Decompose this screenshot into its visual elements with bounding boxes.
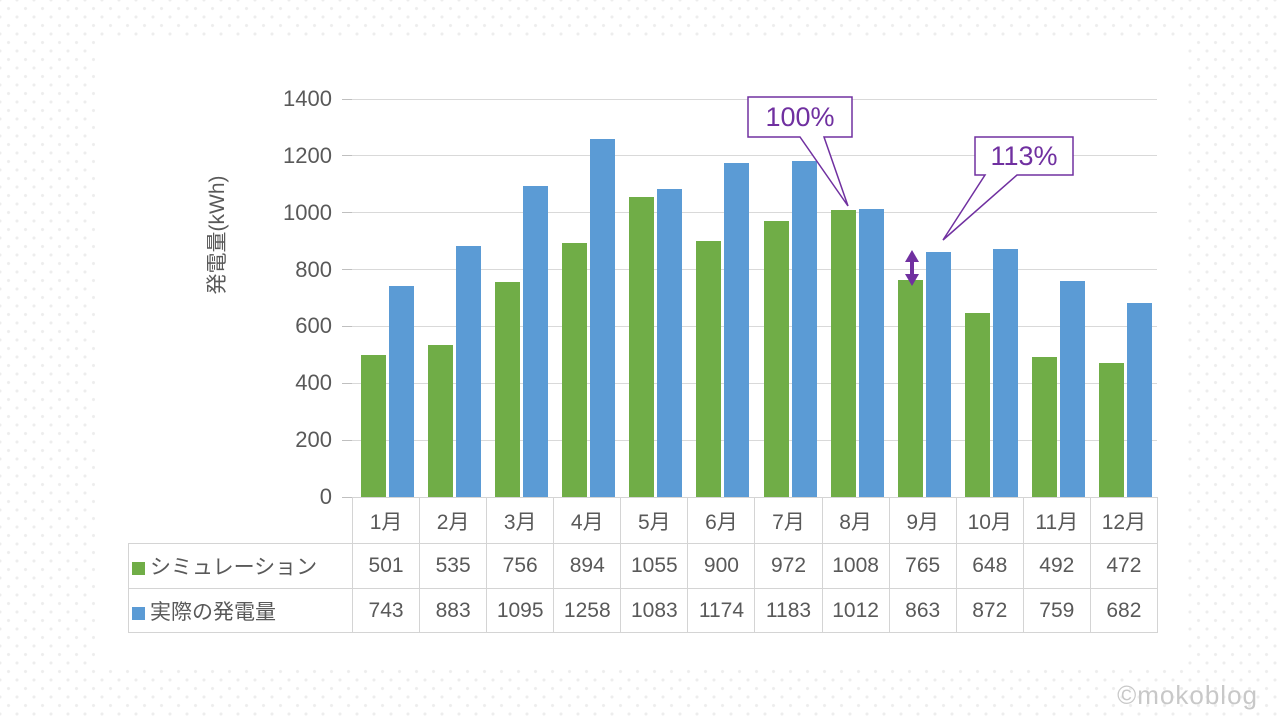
- bar-actual: [590, 139, 616, 497]
- bar-actual: [523, 185, 549, 497]
- bar-actual: [925, 251, 951, 497]
- table-cell: 743: [351, 588, 421, 633]
- table-cell: 894: [553, 543, 622, 589]
- table-cell: 1258: [553, 588, 622, 633]
- bar-simulation: [897, 279, 923, 497]
- month-header: 5月: [620, 497, 689, 544]
- table-cell: 1008: [821, 543, 890, 589]
- bar-actual: [858, 209, 884, 497]
- month-header: 10月: [955, 497, 1024, 544]
- bar-simulation: [629, 197, 655, 497]
- table-cell: 535: [419, 543, 488, 589]
- bar-actual: [456, 245, 482, 497]
- month-header: 8月: [821, 497, 890, 544]
- month-header: 3月: [486, 497, 555, 544]
- gridline: [352, 439, 1157, 441]
- bar-simulation: [495, 282, 521, 497]
- y-tick-label: 400: [295, 370, 332, 396]
- bar-actual: [389, 285, 414, 497]
- bar-actual: [992, 249, 1018, 497]
- month-header: 9月: [888, 497, 957, 544]
- table-cell: 1095: [486, 588, 555, 633]
- y-axis-tick: [342, 155, 352, 157]
- bar-simulation: [696, 241, 722, 497]
- table-cell: 1083: [620, 588, 689, 633]
- table-cell: 1174: [687, 588, 756, 633]
- table-cell: 972: [754, 543, 823, 589]
- table-cell: 872: [955, 588, 1024, 633]
- data-table: 1月 2月 3月 4月 5月 6月 7月 8月 9月 10月 11月 12月シミュレーション 501 53…: [128, 497, 1158, 633]
- y-tick-label: 800: [295, 256, 332, 282]
- y-axis-tick: [342, 439, 352, 441]
- legend-label: シミュレーション: [150, 556, 318, 579]
- legend-actual: 実際の発電量: [128, 588, 353, 633]
- gridline: [352, 155, 1157, 157]
- table-cell: 900: [687, 543, 756, 589]
- watermark: ©mokoblog: [1117, 680, 1258, 710]
- legend-label: 実際の発電量: [150, 600, 276, 624]
- bar-simulation: [763, 220, 789, 497]
- bar-simulation: [1098, 362, 1124, 497]
- table-cell: 1183: [754, 588, 823, 633]
- bar-simulation: [562, 242, 588, 497]
- bar-actual: [1126, 303, 1152, 497]
- month-header: 2月: [419, 497, 488, 544]
- bar-actual: [1059, 281, 1085, 497]
- y-axis-tick: [342, 325, 352, 327]
- y-tick-label: 0: [319, 484, 332, 509]
- y-tick-label: 1200: [283, 142, 332, 168]
- y-axis-tick: [342, 98, 352, 100]
- month-header: 11月: [1022, 497, 1091, 544]
- gridline: [352, 98, 1157, 100]
- table-cell: 682: [1089, 588, 1158, 633]
- legend-swatch-icon: [132, 606, 145, 620]
- bar-simulation: [361, 354, 386, 497]
- y-tick-label: 200: [295, 427, 332, 453]
- gridline: [352, 382, 1157, 384]
- table-cell: 472: [1089, 543, 1158, 589]
- gridline: [352, 212, 1157, 214]
- legend-swatch-icon: [132, 562, 145, 575]
- table-cell: 863: [888, 588, 957, 633]
- bar-simulation: [1031, 357, 1057, 497]
- table-cell: 648: [955, 543, 1024, 589]
- y-axis-title: 発電量(kWh): [206, 175, 229, 295]
- bar-actual: [791, 160, 817, 497]
- y-axis-tick: [342, 212, 352, 214]
- month-header: 12月: [1089, 497, 1158, 544]
- y-axis-tick: [342, 496, 352, 498]
- y-tick-label: 1000: [283, 199, 332, 225]
- month-header: 4月: [553, 497, 622, 544]
- table-cell: 492: [1022, 543, 1091, 589]
- month-header: 7月: [754, 497, 823, 544]
- bar-simulation: [428, 344, 454, 497]
- table-cell: 1055: [620, 543, 689, 589]
- table-cell: 883: [419, 588, 488, 633]
- y-axis-tick: [342, 269, 352, 271]
- bar-actual: [724, 163, 750, 497]
- table-cell: 759: [1022, 588, 1091, 633]
- month-header: 6月: [687, 497, 756, 544]
- table-cell: 501: [351, 543, 421, 589]
- bar-actual: [657, 189, 683, 497]
- y-tick-label: 1400: [283, 86, 332, 111]
- bar-simulation: [964, 312, 990, 497]
- gridline: [352, 325, 1157, 327]
- bar-simulation: [830, 210, 856, 497]
- table-cell: 756: [486, 543, 555, 589]
- month-header: 1月: [351, 497, 421, 544]
- y-tick-label: 600: [295, 313, 332, 339]
- table-corner-blank: [129, 498, 353, 544]
- y-axis-tick: [342, 382, 352, 384]
- gridline: [352, 269, 1157, 271]
- table-cell: 1012: [821, 588, 890, 633]
- legend-simulation: シミュレーション: [128, 543, 353, 589]
- table-cell: 765: [888, 543, 957, 589]
